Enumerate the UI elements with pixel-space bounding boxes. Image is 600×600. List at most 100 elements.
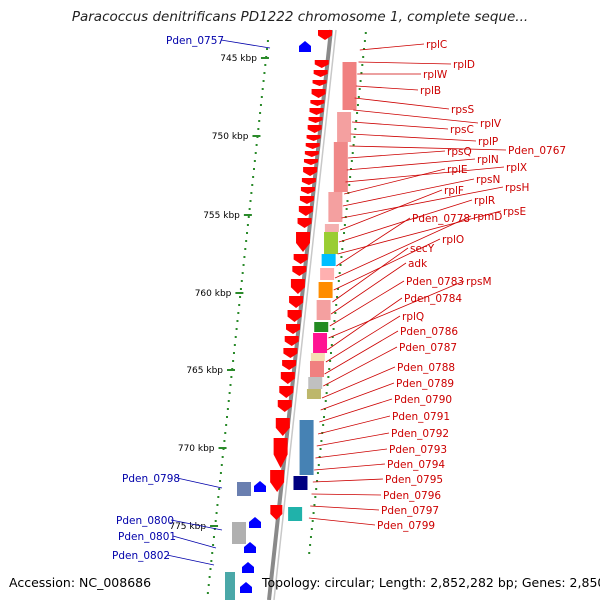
outer-tick-dot	[255, 144, 258, 146]
outer-tick-dot	[239, 296, 242, 298]
outer-tick-dot	[215, 512, 218, 514]
gene-block	[309, 361, 324, 377]
gene-label: rplC	[426, 39, 447, 51]
gene-label: Pden_0800	[116, 515, 174, 527]
inner-tick-dot	[363, 48, 366, 50]
scale-label: 770 kbp	[178, 444, 215, 454]
inner-tick-dot	[353, 136, 356, 138]
gene-label: secY	[410, 243, 435, 255]
outer-tick-dot	[206, 592, 209, 594]
scale-label: 745 kbp	[220, 54, 257, 64]
inner-tick-dot	[327, 376, 330, 378]
gene-block	[310, 353, 325, 361]
gene-arrow-red	[290, 279, 305, 294]
outer-tick-dot	[260, 96, 263, 98]
map-title: Paracoccus denitrificans PD1222 chromoso…	[71, 9, 529, 25]
outer-tick-dot	[252, 176, 255, 178]
gene-label: Pden_0799	[377, 520, 435, 532]
major-tick	[260, 57, 269, 59]
gene-label: Pden_0795	[385, 474, 443, 486]
outer-tick-dot	[236, 320, 239, 322]
major-tick	[227, 369, 236, 371]
outer-tick-dot	[221, 456, 224, 458]
inner-tick-dot	[362, 56, 365, 58]
gene-arrow-red	[312, 80, 327, 86]
gene-label: Pden_0791	[392, 411, 450, 423]
gene-block	[324, 232, 339, 254]
scale-label: 750 kbp	[212, 132, 249, 142]
inner-tick-dot	[314, 496, 317, 498]
gene-label: rplV	[480, 118, 502, 130]
outer-tick-dot	[211, 552, 214, 554]
gene-label: rplD	[453, 59, 475, 71]
gene-arrow-red	[301, 178, 316, 185]
callout-line	[332, 247, 409, 303]
major-tick	[235, 292, 244, 294]
inner-tick-dot	[323, 416, 326, 418]
gene-arrow-red	[297, 218, 312, 228]
inner-tick-dot	[359, 80, 362, 82]
outer-tick-dot	[209, 568, 212, 570]
outer-tick-dot	[244, 248, 247, 250]
gene-arrow-red	[310, 100, 325, 106]
accession-label: Accession: NC_008686	[9, 575, 152, 590]
gene-block	[308, 377, 323, 389]
gene-arrow-blue	[249, 517, 261, 528]
gene-arrow-red	[279, 386, 294, 398]
gene-arrow-red	[293, 254, 308, 264]
outer-tick-dot	[210, 560, 213, 562]
inner-tick-dot	[343, 224, 346, 226]
inner-tick-dot	[358, 88, 361, 90]
inner-tick-dot	[343, 232, 346, 234]
outer-tick-dot	[226, 408, 229, 410]
gene-label: adk	[408, 258, 428, 270]
callout-line	[315, 448, 388, 459]
inner-tick-dot	[335, 304, 338, 306]
outer-tick-dot	[246, 224, 249, 226]
gene-arrow-red	[283, 348, 298, 358]
inner-tick-dot	[346, 200, 349, 202]
outer-tick-dot	[233, 344, 236, 346]
gene-arrow-red	[292, 266, 307, 276]
inner-tick-dot	[329, 360, 332, 362]
callout-line	[355, 85, 419, 91]
outer-tick-dot	[238, 304, 241, 306]
outer-tick-dot	[237, 312, 240, 314]
callout-line	[325, 315, 401, 363]
callout-line	[172, 535, 217, 549]
gene-label: Pden_0802	[112, 550, 170, 562]
outer-tick-dot	[220, 464, 223, 466]
outer-tick-dot	[257, 128, 260, 130]
gene-arrow-blue	[240, 582, 252, 593]
gene-arrow-red	[270, 505, 283, 520]
gene-label: rplQ	[402, 311, 424, 323]
gene-label: rplE	[447, 164, 468, 176]
gene-label: rplX	[506, 162, 527, 174]
outer-tick-dot	[223, 440, 226, 442]
inner-tick-dot	[330, 344, 333, 346]
major-tick	[243, 214, 252, 216]
gene-block	[321, 254, 336, 266]
inner-tick-dot	[322, 424, 325, 426]
backbone-line-inner	[273, 29, 337, 600]
inner-tick-dot	[332, 328, 335, 330]
gene-arrow-red	[311, 89, 326, 98]
scale-label: 775 kbp	[169, 522, 206, 532]
callout-line	[349, 145, 507, 151]
gene-label: Pden_0792	[391, 428, 449, 440]
outer-tick-dot	[259, 112, 262, 114]
gene-label: Pden_0793	[389, 444, 447, 456]
callout-line	[310, 505, 380, 511]
gene-arrow-red	[298, 206, 313, 216]
callout-line	[323, 346, 398, 387]
callout-line	[348, 150, 446, 159]
callout-line	[326, 297, 403, 351]
callout-line	[316, 432, 390, 447]
gene-label: Pden_0788	[397, 362, 455, 374]
outer-tick-dot	[254, 152, 257, 154]
outer-tick-dot	[217, 496, 220, 498]
outer-tick-dot	[207, 584, 210, 586]
outer-tick-dot	[212, 536, 215, 538]
outer-tick-dot	[266, 40, 269, 42]
gene-label: rplR	[474, 195, 495, 207]
